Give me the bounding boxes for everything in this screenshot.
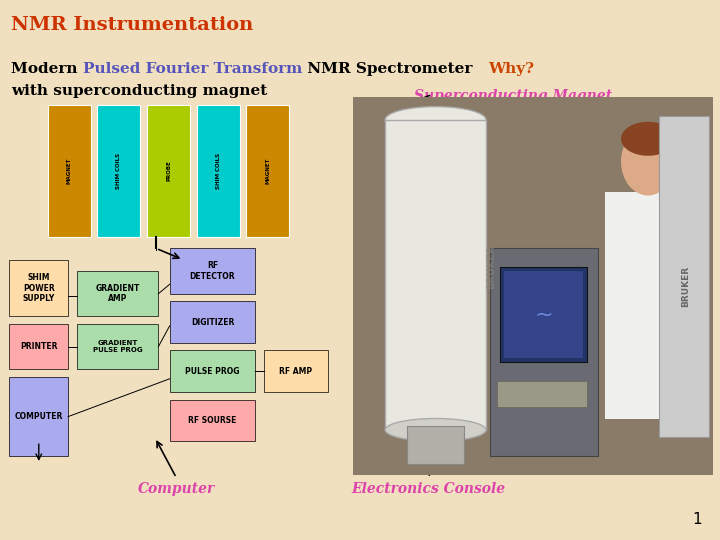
- Text: NMR Spectrometer: NMR Spectrometer: [302, 62, 488, 76]
- Bar: [605, 192, 706, 418]
- Text: Superconducting Magnet: Superconducting Magnet: [414, 89, 612, 103]
- Bar: [246, 105, 289, 237]
- Text: MAGNET: MAGNET: [67, 158, 72, 184]
- Text: SHIM COILS: SHIM COILS: [215, 153, 220, 189]
- Bar: [407, 426, 464, 464]
- Ellipse shape: [385, 106, 486, 133]
- Text: Computer: Computer: [138, 482, 215, 496]
- Bar: [147, 105, 190, 237]
- Bar: [197, 105, 240, 237]
- Text: SHIM
POWER
SUPPLY: SHIM POWER SUPPLY: [22, 273, 55, 303]
- Text: COMPUTER: COMPUTER: [14, 412, 63, 421]
- Bar: [170, 301, 256, 343]
- Text: SHIM COILS: SHIM COILS: [117, 153, 122, 189]
- Bar: [504, 271, 583, 358]
- Text: PULSE PROG: PULSE PROG: [185, 367, 240, 376]
- Text: Pulsed Fourier Transform: Pulsed Fourier Transform: [83, 62, 302, 76]
- Text: BRUKER: BRUKER: [487, 245, 496, 289]
- Ellipse shape: [385, 418, 486, 441]
- Text: Electronics Console: Electronics Console: [351, 482, 505, 496]
- Text: MAGNET: MAGNET: [265, 158, 270, 184]
- Text: RF AMP: RF AMP: [279, 367, 312, 376]
- Bar: [497, 381, 587, 407]
- Text: DIGITIZER: DIGITIZER: [191, 318, 234, 327]
- Text: BRUKER: BRUKER: [681, 266, 690, 307]
- Bar: [97, 105, 140, 237]
- Bar: [9, 377, 68, 456]
- Bar: [500, 267, 587, 362]
- Bar: [170, 350, 256, 392]
- Ellipse shape: [621, 127, 675, 195]
- Text: ~: ~: [534, 305, 553, 325]
- Bar: [490, 248, 598, 456]
- Bar: [77, 271, 158, 316]
- Text: Modern: Modern: [11, 62, 83, 76]
- Text: PROBE: PROBE: [166, 160, 171, 181]
- Bar: [170, 400, 256, 441]
- Text: NMR Instrumentation: NMR Instrumentation: [11, 16, 253, 34]
- Text: PRINTER: PRINTER: [20, 342, 58, 351]
- Bar: [264, 350, 328, 392]
- Bar: [659, 116, 709, 437]
- Bar: [170, 248, 256, 294]
- Bar: [48, 105, 91, 237]
- Text: 1: 1: [693, 511, 702, 526]
- Ellipse shape: [621, 122, 675, 156]
- Bar: [77, 324, 158, 369]
- Text: GRADIENT
PULSE PROG: GRADIENT PULSE PROG: [93, 340, 143, 353]
- Text: with superconducting magnet: with superconducting magnet: [11, 84, 267, 98]
- Text: RF SOURSE: RF SOURSE: [189, 416, 237, 425]
- Text: GRADIENT
AMP: GRADIENT AMP: [96, 284, 140, 303]
- Bar: [9, 260, 68, 316]
- Bar: [9, 324, 68, 369]
- Text: Why?: Why?: [488, 62, 534, 76]
- Text: RF
DETECTOR: RF DETECTOR: [189, 261, 235, 281]
- Bar: [385, 120, 486, 430]
